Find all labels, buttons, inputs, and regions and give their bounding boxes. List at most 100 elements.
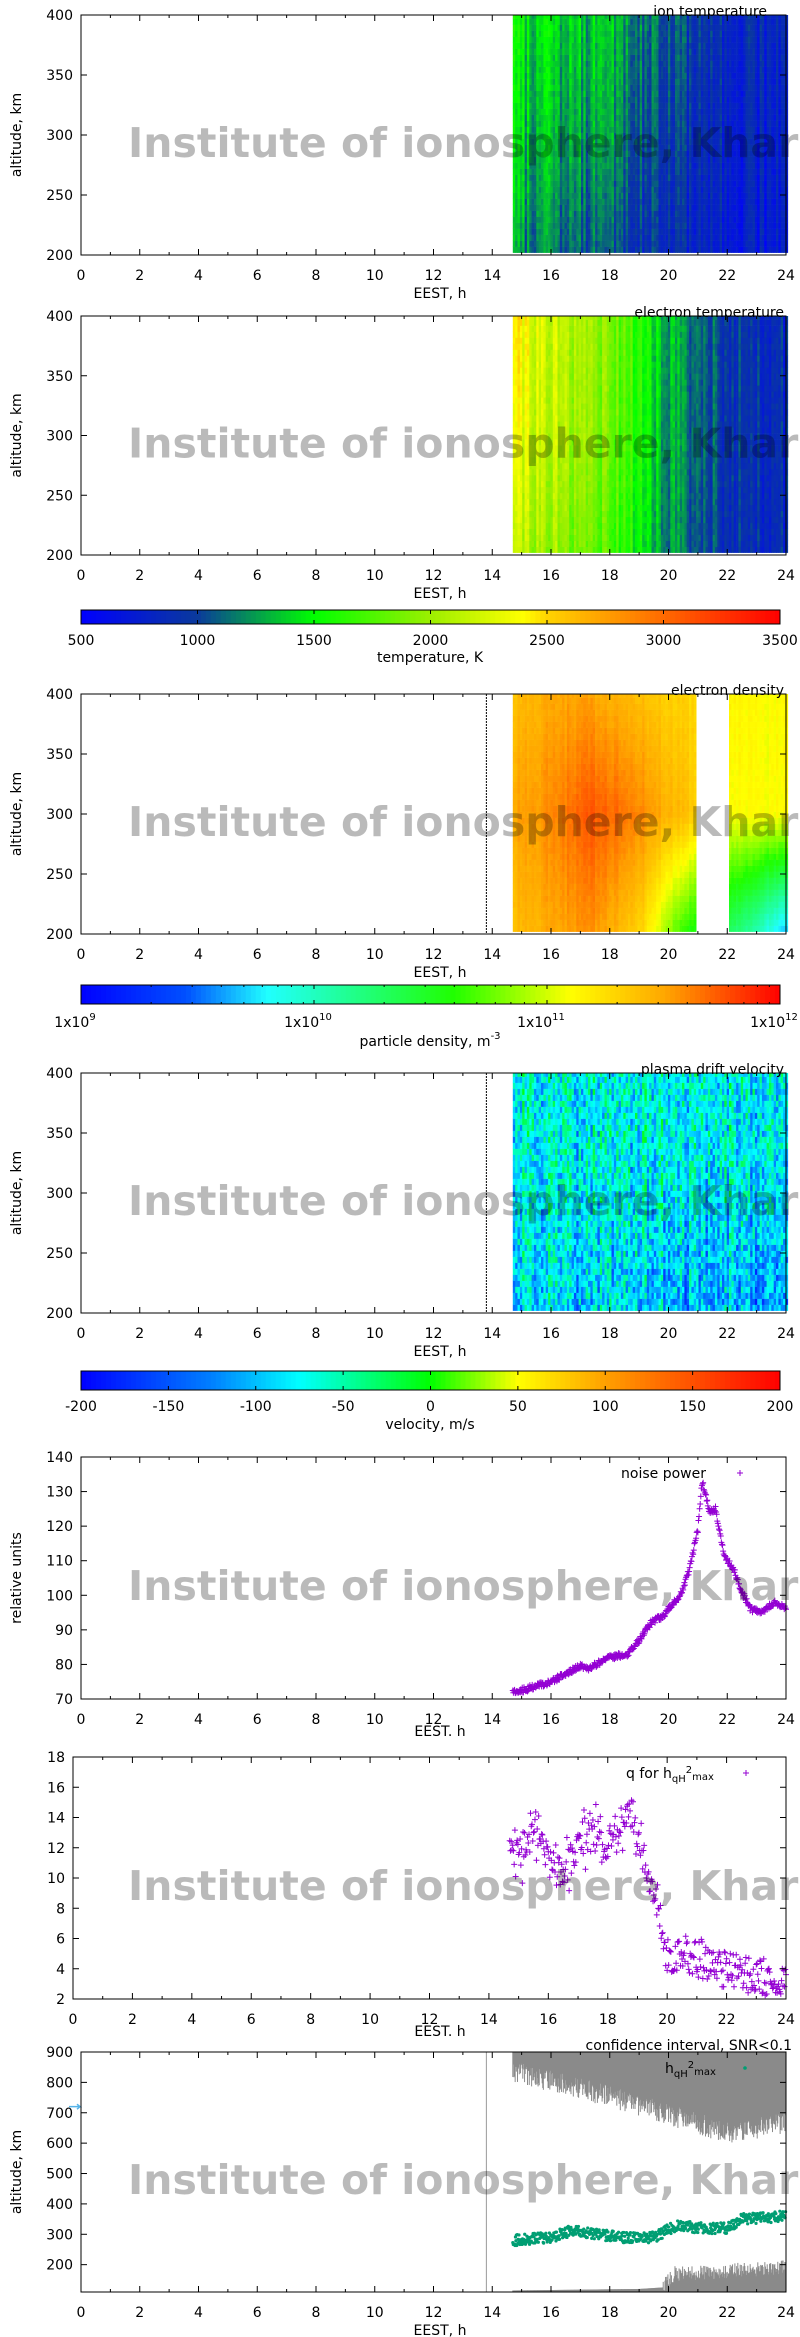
heatmap-cell: [599, 78, 603, 85]
heatmap-cell: [717, 246, 721, 253]
heatmap-cell: [714, 132, 718, 139]
heatmap-cell: [639, 198, 643, 205]
heatmap-cell: [743, 192, 746, 199]
heatmap-cell: [555, 90, 558, 97]
heatmap-cell: [548, 222, 551, 229]
heatmap-cell: [515, 54, 518, 61]
heatmap-cell: [696, 18, 699, 25]
heatmap-cell: [642, 210, 645, 217]
heatmap-cell: [625, 78, 629, 85]
x-tick-label: 8: [312, 268, 321, 284]
heatmap-cell: [696, 144, 699, 151]
heatmap-cell: [736, 132, 739, 139]
x-tick-label: 4: [194, 268, 203, 284]
heatmap-cell: [559, 234, 563, 241]
heatmap-cell: [689, 234, 692, 241]
heatmap-cell: [581, 180, 584, 187]
heatmap-cell: [538, 15, 542, 19]
heatmap-cell: [519, 534, 523, 541]
heatmap-cell: [519, 102, 523, 109]
heatmap-cell: [618, 186, 622, 193]
heatmap-cell: [548, 150, 551, 157]
heatmap-cell: [576, 126, 580, 133]
heatmap-cell: [745, 24, 749, 31]
heatmap-cell: [745, 174, 749, 181]
heatmap-cell: [635, 60, 638, 67]
heatmap-cell: [564, 132, 568, 139]
heatmap-cell: [691, 72, 695, 79]
heatmap-cell: [620, 42, 624, 49]
heatmap-cell: [519, 90, 523, 97]
heatmap-cell: [606, 24, 610, 31]
heatmap-cell: [632, 18, 636, 25]
heatmap-cell: [766, 150, 770, 157]
heatmap-cell: [710, 78, 713, 85]
heatmap-cell: [658, 48, 662, 55]
heatmap-cell: [783, 246, 786, 253]
heatmap-cell: [534, 84, 537, 91]
heatmap-cell: [625, 36, 629, 43]
heatmap-cell: [710, 15, 713, 19]
heatmap-cell: [757, 42, 760, 49]
heatmap-cell: [581, 114, 584, 121]
heatmap-cell: [740, 72, 744, 79]
heatmap-cell: [776, 120, 779, 127]
heatmap-cell: [750, 162, 753, 169]
heatmap-cell: [545, 42, 549, 49]
heatmap-cell: [703, 90, 706, 97]
heatmap-cell: [712, 144, 716, 151]
heatmap-cell: [536, 102, 540, 109]
heatmap-cell: [698, 204, 702, 211]
heatmap-cell: [543, 84, 547, 91]
heatmap-cell: [682, 246, 685, 253]
heatmap-cell: [670, 60, 673, 67]
heatmap-cell: [743, 60, 746, 67]
heatmap-cell: [606, 162, 610, 169]
heatmap-cell: [693, 240, 697, 247]
heatmap-cell: [672, 90, 676, 97]
heatmap-cell: [618, 78, 622, 85]
heatmap-cell: [672, 222, 676, 229]
heatmap-cell: [592, 48, 596, 55]
heatmap-cell: [620, 48, 624, 55]
heatmap-cell: [703, 174, 706, 181]
heatmap-cell: [707, 30, 711, 37]
heatmap-cell: [541, 222, 544, 229]
heatmap-cell: [731, 216, 735, 223]
heatmap-cell: [705, 150, 709, 157]
heatmap-cell: [672, 216, 676, 223]
heatmap-cell: [740, 60, 744, 67]
heatmap-cell: [616, 180, 619, 187]
heatmap-cell: [743, 96, 746, 103]
heatmap-cell: [592, 66, 596, 73]
heatmap-cell: [620, 246, 624, 253]
heatmap-cell: [691, 18, 695, 25]
heatmap-cell: [766, 48, 770, 55]
heatmap-cell: [691, 246, 695, 253]
heatmap-cell: [651, 102, 655, 109]
heatmap-cell: [757, 216, 760, 223]
heatmap-cell: [740, 174, 744, 181]
heatmap-cell: [769, 24, 772, 31]
heatmap-cell: [693, 192, 697, 199]
heatmap-cell: [663, 162, 666, 169]
heatmap-cell: [590, 138, 594, 145]
heatmap-cell: [738, 162, 742, 169]
heatmap-cell: [736, 156, 739, 163]
heatmap-cell: [722, 72, 725, 79]
heatmap-cell: [599, 168, 603, 175]
heatmap-cell: [731, 108, 735, 115]
heatmap-cell: [637, 96, 641, 103]
heatmap-cell: [618, 174, 622, 181]
heatmap-cell: [757, 234, 760, 241]
heatmap-cell: [740, 126, 744, 133]
heatmap-cell: [646, 168, 650, 175]
heatmap-cell: [736, 72, 739, 79]
heatmap-cell: [571, 210, 575, 217]
heatmap-cell: [637, 102, 641, 109]
heatmap-cell: [679, 210, 683, 217]
heatmap-cell: [524, 144, 528, 151]
heatmap-cell: [550, 174, 554, 181]
heatmap-cell: [581, 186, 584, 193]
heatmap-cell: [628, 204, 631, 211]
